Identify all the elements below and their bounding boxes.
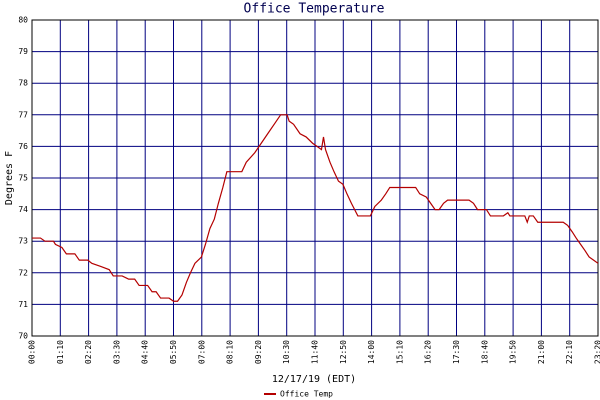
chart-title: Office Temperature [244, 2, 385, 17]
x-tick-label: 01:10 [56, 340, 65, 364]
y-tick-label: 74 [18, 205, 28, 214]
y-tick-label: 75 [18, 174, 28, 183]
x-tick-label: 02:20 [84, 340, 93, 364]
y-tick-label: 79 [18, 47, 28, 56]
legend-label: Office Temp [280, 390, 333, 399]
x-tick-label: 22:10 [565, 340, 574, 364]
x-tick-label: 23:20 [594, 340, 600, 364]
x-tick-label: 15:10 [395, 340, 404, 364]
x-tick-label: 11:40 [311, 340, 320, 364]
x-axis-label: 12/17/19 (EDT) [272, 374, 356, 385]
x-tick-label: 18:40 [480, 340, 489, 364]
y-tick-label: 76 [18, 142, 28, 151]
x-tick-label: 16:20 [424, 340, 433, 364]
y-tick-label: 73 [18, 237, 28, 246]
y-tick-label: 70 [18, 332, 28, 341]
x-tick-label: 00:00 [28, 340, 37, 364]
x-tick-label: 21:00 [537, 340, 546, 364]
x-tick-label: 07:00 [197, 340, 206, 364]
y-tick-label: 78 [18, 79, 28, 88]
x-tick-label: 12:50 [339, 340, 348, 364]
x-tick-label: 08:10 [226, 340, 235, 364]
x-tick-label: 14:00 [367, 340, 376, 364]
x-tick-label: 04:40 [141, 340, 150, 364]
y-tick-label: 77 [18, 110, 28, 119]
x-tick-label: 19:50 [509, 340, 518, 364]
y-tick-label: 80 [18, 16, 28, 25]
x-tick-label: 05:50 [169, 340, 178, 364]
x-tick-label: 09:20 [254, 340, 263, 364]
y-tick-label: 72 [18, 268, 28, 277]
y-axis-label: Degrees F [4, 151, 15, 205]
x-tick-label: 03:30 [112, 340, 121, 364]
x-tick-label: 17:30 [452, 340, 461, 364]
y-tick-label: 71 [18, 300, 28, 309]
data-line [32, 114, 599, 302]
x-tick-label: 10:30 [282, 340, 291, 364]
plot-border [31, 19, 599, 337]
